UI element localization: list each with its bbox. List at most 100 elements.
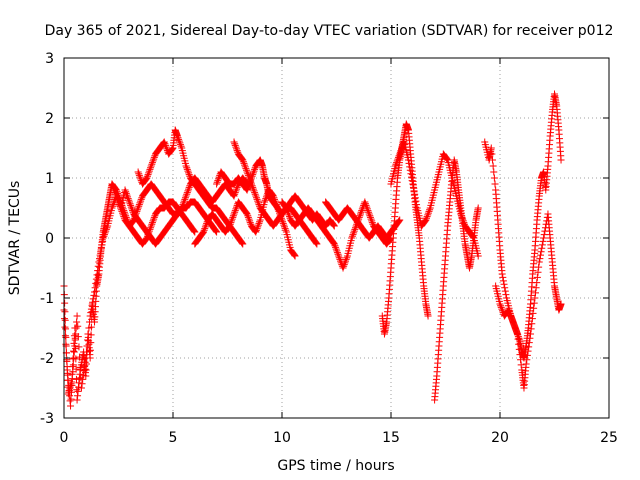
data-point bbox=[245, 215, 253, 223]
data-point bbox=[185, 183, 193, 191]
series-track-g bbox=[230, 138, 321, 248]
data-point bbox=[515, 345, 523, 353]
data-point bbox=[122, 189, 130, 197]
data-point bbox=[99, 237, 107, 245]
series-track-h bbox=[278, 198, 395, 272]
data-point bbox=[525, 339, 533, 347]
data-point bbox=[183, 189, 191, 197]
data-point bbox=[86, 318, 94, 326]
data-point bbox=[67, 395, 75, 403]
data-point bbox=[108, 180, 116, 188]
data-point bbox=[350, 229, 358, 237]
data-point bbox=[87, 309, 95, 317]
data-point bbox=[505, 308, 513, 316]
data-point bbox=[109, 182, 117, 190]
data-point bbox=[251, 189, 259, 197]
data-point bbox=[530, 304, 538, 312]
data-point bbox=[96, 255, 104, 263]
data-point bbox=[392, 160, 400, 168]
data-point bbox=[101, 229, 109, 237]
data-point bbox=[137, 195, 145, 203]
data-point bbox=[393, 159, 401, 167]
data-point bbox=[343, 254, 351, 262]
data-point bbox=[527, 325, 535, 333]
data-point bbox=[422, 216, 430, 224]
x-tick-label: 20 bbox=[491, 430, 509, 446]
data-point bbox=[239, 158, 247, 166]
data-point bbox=[285, 213, 293, 221]
data-point bbox=[121, 186, 129, 194]
data-point bbox=[103, 224, 111, 232]
data-point bbox=[200, 226, 208, 234]
y-tick-label: -1 bbox=[40, 291, 54, 307]
data-point bbox=[339, 264, 347, 272]
y-axis-label: SDTVAR / TECUs bbox=[7, 181, 23, 296]
data-point bbox=[423, 214, 431, 222]
data-point bbox=[368, 219, 376, 227]
data-point bbox=[185, 169, 193, 177]
data-point bbox=[173, 132, 181, 140]
data-point bbox=[183, 165, 191, 173]
data-point bbox=[231, 141, 239, 149]
data-point bbox=[340, 261, 348, 269]
data-point bbox=[191, 228, 199, 236]
data-point bbox=[231, 189, 239, 197]
data-point bbox=[109, 201, 117, 209]
data-point bbox=[349, 231, 357, 239]
series-track-l bbox=[431, 156, 482, 404]
chart-title: Day 365 of 2021, Sidereal Day-to-day VTE… bbox=[45, 23, 614, 39]
data-point bbox=[424, 312, 432, 320]
data-point bbox=[175, 137, 183, 145]
data-point bbox=[250, 187, 258, 195]
data-point bbox=[238, 239, 246, 247]
data-point bbox=[394, 218, 402, 226]
data-point bbox=[230, 210, 238, 218]
data-point bbox=[517, 356, 525, 364]
data-point bbox=[149, 157, 157, 165]
data-point bbox=[497, 302, 505, 310]
data-point bbox=[247, 180, 255, 188]
data-point bbox=[527, 330, 535, 338]
data-point bbox=[232, 143, 240, 151]
data-point bbox=[282, 204, 290, 212]
data-point bbox=[517, 361, 525, 369]
data-point bbox=[252, 226, 260, 234]
data-point bbox=[213, 178, 221, 186]
data-point bbox=[110, 187, 118, 195]
series-track-n bbox=[492, 210, 565, 392]
data-point bbox=[96, 251, 104, 259]
data-point bbox=[100, 232, 108, 240]
data-point bbox=[178, 204, 186, 212]
data-point bbox=[261, 198, 269, 206]
data-point bbox=[538, 241, 546, 249]
data-point bbox=[489, 156, 497, 164]
data-point bbox=[245, 173, 253, 181]
data-point bbox=[281, 225, 289, 233]
data-point bbox=[126, 200, 134, 208]
data-point bbox=[536, 251, 544, 259]
data-point bbox=[249, 171, 257, 179]
data-point bbox=[114, 197, 122, 205]
data-point bbox=[530, 299, 538, 307]
data-point bbox=[510, 321, 518, 329]
data-point bbox=[249, 169, 257, 177]
data-point bbox=[233, 145, 241, 153]
data-point bbox=[132, 211, 140, 219]
data-point bbox=[394, 155, 402, 163]
data-point bbox=[90, 291, 98, 299]
x-tick-label: 5 bbox=[169, 430, 178, 446]
data-point bbox=[425, 207, 433, 215]
data-point bbox=[227, 219, 235, 227]
data-point bbox=[114, 195, 122, 203]
data-point bbox=[68, 375, 76, 383]
data-point bbox=[252, 192, 260, 200]
data-point bbox=[94, 267, 102, 275]
data-point bbox=[190, 227, 198, 235]
data-point bbox=[135, 202, 143, 210]
data-point bbox=[82, 348, 90, 356]
data-point bbox=[176, 139, 184, 147]
data-point bbox=[510, 320, 518, 328]
data-point bbox=[150, 155, 158, 163]
data-point bbox=[84, 330, 92, 338]
